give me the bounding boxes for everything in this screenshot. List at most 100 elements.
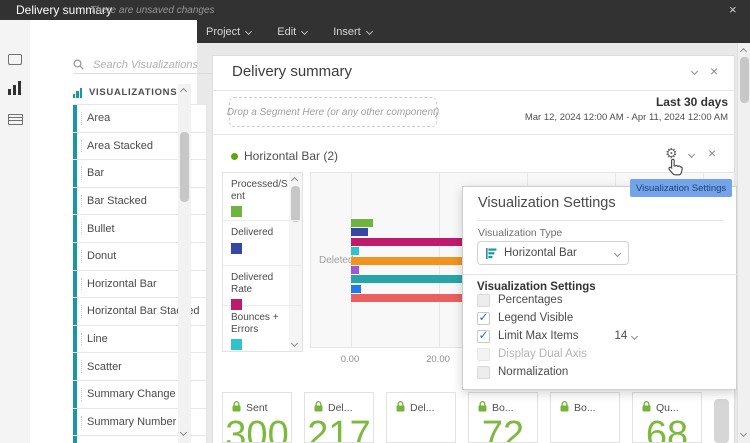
gear-icon[interactable]: ⚙ bbox=[665, 145, 678, 161]
setting-row-limit-max-items: Limit Max Items 14 bbox=[477, 328, 727, 344]
chevron-down-icon bbox=[613, 249, 622, 257]
legend-color-swatch bbox=[231, 206, 242, 217]
summary-card-2[interactable]: Del... 217 bbox=[304, 392, 374, 443]
setting-label: Legend Visible bbox=[498, 312, 574, 324]
limit-max-items-value: 14 bbox=[614, 330, 628, 342]
lock-icon bbox=[560, 401, 569, 415]
main-scrollbar[interactable] bbox=[737, 43, 750, 443]
search-field[interactable] bbox=[73, 56, 218, 74]
summary-card-5[interactable]: Bo... bbox=[550, 392, 620, 443]
divider bbox=[463, 274, 738, 275]
menu-project[interactable]: Project bbox=[206, 26, 253, 38]
legend-item[interactable]: Delivered bbox=[223, 221, 302, 266]
card-header: Bo... bbox=[560, 401, 596, 415]
card-label: Del... bbox=[328, 402, 353, 414]
sidebar-item-label: Bullet bbox=[87, 222, 115, 235]
scroll-up-icon[interactable] bbox=[179, 87, 188, 96]
left-rail bbox=[0, 20, 30, 443]
legend-item[interactable]: Delivered Rate bbox=[223, 266, 302, 310]
chart-bar-4[interactable] bbox=[351, 256, 553, 265]
card-header: Del... bbox=[314, 401, 353, 415]
sidebar-scrollbar[interactable] bbox=[178, 84, 191, 443]
visualizations-icon[interactable] bbox=[8, 81, 23, 95]
sidebar-item-label: Summary Number bbox=[87, 415, 177, 428]
visualization-type-select[interactable]: Horizontal Bar bbox=[477, 241, 629, 265]
lock-icon bbox=[642, 401, 651, 415]
x-axis-tick: 0.00 bbox=[340, 354, 360, 365]
sidebar-scrollbar-thumb[interactable] bbox=[180, 132, 189, 202]
section-label: VISUALIZATIONS bbox=[89, 87, 178, 98]
category-label: Deleted bbox=[319, 255, 354, 266]
divider bbox=[212, 90, 735, 91]
legend-item-label: Bounces + Errors bbox=[231, 312, 279, 335]
scroll-up-icon[interactable] bbox=[739, 47, 748, 56]
summary-card-4[interactable]: Bo... 72 bbox=[468, 392, 538, 443]
sidebar-item-label: Line bbox=[87, 333, 108, 346]
chart-bar-5[interactable] bbox=[351, 266, 359, 274]
menu-insert[interactable]: Insert bbox=[333, 25, 373, 38]
checkbox-unchecked[interactable] bbox=[477, 365, 490, 379]
search-icon bbox=[73, 59, 84, 70]
summary-card-1[interactable]: Sent 300 bbox=[222, 392, 292, 443]
checkbox-unchecked bbox=[477, 347, 490, 361]
card-header: Del... bbox=[396, 401, 435, 415]
main-scrollbar-thumb[interactable] bbox=[739, 57, 749, 103]
tooltip-label: Visualization Settings bbox=[636, 182, 727, 194]
card-header: Sent bbox=[232, 401, 268, 415]
panel-title: Delivery summary bbox=[232, 63, 353, 80]
sidebar-item-label: Bar bbox=[87, 167, 105, 180]
popover-title: Visualization Settings bbox=[478, 195, 616, 211]
sidebar-item-text[interactable]: Text bbox=[73, 436, 207, 443]
visualizations-sidebar: VISUALIZATIONS Area Area Stacked Bar Bar St… bbox=[30, 20, 218, 443]
panel-scrollbar-thumb[interactable] bbox=[714, 399, 729, 443]
chart-bar-processed-sent[interactable] bbox=[351, 219, 373, 227]
checkbox-checked[interactable] bbox=[477, 328, 490, 343]
x-axis-tick: 20.00 bbox=[426, 354, 450, 365]
sidebar-item-label: Donut bbox=[87, 250, 117, 263]
drop-zone-label: Drop a Segment Here (or any other compon… bbox=[226, 106, 440, 118]
date-range-detail: Mar 12, 2024 12:00 AM - Apr 11, 2024 12:… bbox=[524, 112, 728, 123]
lock-icon bbox=[314, 401, 323, 415]
panel-close-icon[interactable]: × bbox=[710, 63, 719, 79]
scroll-down-icon[interactable] bbox=[179, 428, 188, 437]
chart-bar-6[interactable] bbox=[351, 275, 558, 284]
setting-label: Normalization bbox=[498, 366, 569, 378]
limit-max-items-select[interactable]: 14 bbox=[614, 330, 639, 342]
card-value: 72 bbox=[481, 414, 525, 443]
checkbox-unchecked[interactable] bbox=[477, 293, 490, 307]
chart-bar-delivered-rate[interactable] bbox=[351, 237, 558, 246]
date-range[interactable]: Last 30 days Mar 12, 2024 12:00 AM - Apr… bbox=[460, 95, 728, 123]
legend-scrollbar-thumb[interactable] bbox=[291, 186, 300, 222]
close-project-icon[interactable]: × bbox=[729, 2, 737, 17]
chart-bar-delivered[interactable] bbox=[351, 228, 368, 237]
viz-close-icon[interactable]: × bbox=[708, 145, 717, 161]
menu-label: Insert bbox=[333, 25, 361, 38]
chart-bar-8[interactable] bbox=[351, 294, 562, 303]
legend-item-label: Delivered Rate bbox=[231, 272, 274, 295]
divider bbox=[212, 134, 735, 135]
setting-label: Display Dual Axis bbox=[498, 348, 587, 360]
visualizations-section-header: VISUALIZATIONS bbox=[73, 87, 177, 98]
components-table-icon[interactable] bbox=[8, 114, 23, 125]
settings-subheader: Visualization Settings bbox=[477, 281, 596, 293]
menu-label: Edit bbox=[277, 25, 297, 38]
visualization-settings-popover: Visualization Settings Visualization Typ… bbox=[462, 186, 738, 390]
sidebar-item-label: Area Stacked bbox=[87, 139, 154, 152]
panels-icon[interactable] bbox=[8, 54, 22, 65]
chevron-down-icon bbox=[301, 27, 309, 36]
segment-drop-zone[interactable]: Drop a Segment Here (or any other compon… bbox=[226, 97, 440, 127]
chart-bar-bounces-errors[interactable] bbox=[351, 247, 359, 256]
checkbox-checked[interactable] bbox=[477, 310, 490, 325]
legend-item[interactable]: Bounces + Errors bbox=[223, 306, 302, 352]
gear-tooltip: Visualization Settings bbox=[630, 179, 733, 197]
summary-card-3[interactable]: Del... bbox=[386, 392, 456, 443]
menu-edit[interactable]: Edit bbox=[277, 25, 309, 38]
card-value: 300 bbox=[225, 414, 289, 443]
summary-card-6[interactable]: Qu... 68 bbox=[632, 392, 702, 443]
legend-scrollbar[interactable] bbox=[289, 173, 302, 351]
legend-item[interactable]: Processed/Sent bbox=[223, 173, 302, 221]
chart-bar-7[interactable] bbox=[351, 284, 361, 293]
search-input[interactable] bbox=[91, 57, 211, 72]
scroll-down-icon[interactable] bbox=[739, 429, 748, 438]
